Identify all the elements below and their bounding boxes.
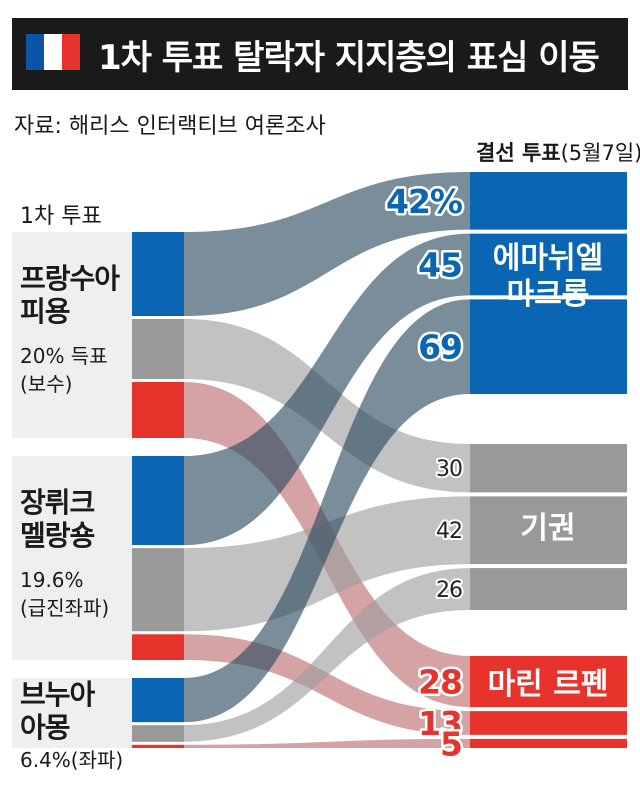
source-segment-2-1 bbox=[132, 725, 184, 742]
target-segment-1-0 bbox=[470, 233, 627, 296]
target-segment-0-0 bbox=[470, 172, 627, 230]
source-segment-2-0 bbox=[132, 678, 184, 723]
source-segments bbox=[132, 232, 184, 748]
candidate-name-line: 프랑수아 bbox=[20, 262, 120, 295]
value-label-2-1: 26 bbox=[436, 578, 462, 603]
candidate-box-melenchon bbox=[12, 456, 132, 660]
target-name-0: 마크롱 bbox=[507, 277, 590, 312]
flow-2-1 bbox=[184, 568, 470, 742]
flow-2-2 bbox=[184, 738, 470, 748]
flag-white-stripe bbox=[44, 34, 62, 70]
candidate-detail-line: (보수) bbox=[20, 372, 73, 396]
target-segment-1-1 bbox=[470, 496, 627, 565]
flow-0-0 bbox=[184, 172, 470, 316]
value-label-1-1: 42 bbox=[436, 519, 462, 544]
candidate-name-melenchon: 장뤼크 멜랑숑 bbox=[20, 486, 95, 552]
value-labels: 42% 30 28 45 42 13 69 26 5 bbox=[384, 179, 467, 766]
target-segments bbox=[470, 172, 627, 748]
candidate-box-hamon bbox=[12, 678, 132, 748]
value-label-1-0: 45 bbox=[418, 245, 462, 284]
flow-1-0 bbox=[184, 233, 470, 546]
target-name-1: 기권 bbox=[520, 511, 575, 546]
value-label-0-0: 42% bbox=[386, 182, 463, 221]
target-segment-2-1 bbox=[470, 568, 627, 610]
candidate-detail-hamon: 6.4%(좌파) bbox=[20, 746, 123, 774]
candidate-box-fillon bbox=[12, 232, 132, 438]
target-segment-2-2 bbox=[470, 738, 627, 748]
title-bar bbox=[12, 18, 628, 90]
first-round-header: 1차 투표 bbox=[20, 204, 102, 229]
value-label-2-2: 5 bbox=[440, 724, 462, 763]
candidate-name-hamon: 브누아 아몽 bbox=[20, 678, 95, 744]
source-segment-0-0 bbox=[132, 232, 184, 316]
candidate-name-line: 피용 bbox=[20, 295, 71, 328]
value-label-2-0: 69 bbox=[418, 328, 462, 367]
source-segment-1-0 bbox=[132, 456, 184, 546]
value-label-0-2: 28 bbox=[418, 663, 462, 702]
candidate-name-line: 멜랑숑 bbox=[20, 519, 95, 552]
source-note: 자료: 해리스 인터랙티브 여론조사 bbox=[14, 114, 326, 139]
source-segment-0-1 bbox=[132, 319, 184, 379]
source-segment-1-2 bbox=[132, 634, 184, 660]
flow-ribbons bbox=[184, 172, 470, 748]
candidate-detail-line: 20% 득표 bbox=[20, 344, 108, 368]
flag-blue-stripe bbox=[26, 34, 44, 70]
page-title: 1차 투표 탈락자 지지층의 표심 이동 bbox=[98, 38, 600, 78]
flag-red-stripe bbox=[62, 34, 80, 70]
candidate-name-fillon: 프랑수아 피용 bbox=[20, 262, 120, 328]
candidate-name-line: 아몽 bbox=[20, 711, 71, 744]
target-name-2: 마린 르펜 bbox=[488, 667, 609, 702]
candidate-detail-line: (급진좌파) bbox=[20, 596, 110, 620]
final-round-label: 결선 투표 bbox=[476, 141, 561, 165]
source-segment-1-1 bbox=[132, 548, 184, 632]
flow-2-0 bbox=[184, 299, 470, 723]
final-round-header: 결선 투표(5월7일) bbox=[476, 137, 640, 167]
target-segment-0-2 bbox=[470, 656, 627, 708]
candidate-detail-fillon: 20% 득표 (보수) bbox=[20, 342, 108, 398]
candidate-detail-line: 19.6% bbox=[20, 568, 84, 592]
source-segment-2-2 bbox=[132, 744, 184, 748]
final-round-date: (5월7일) bbox=[560, 141, 640, 165]
france-flag-icon bbox=[26, 34, 80, 70]
target-segment-2-0 bbox=[470, 299, 627, 394]
candidate-detail-melenchon: 19.6% (급진좌파) bbox=[20, 566, 109, 622]
value-label-0-1: 30 bbox=[436, 457, 462, 482]
flow-1-1 bbox=[184, 496, 470, 632]
value-label-1-2: 13 bbox=[418, 704, 462, 743]
source-segment-0-2 bbox=[132, 382, 184, 438]
candidate-name-line: 브누아 bbox=[20, 678, 95, 711]
candidate-name-line: 장뤼크 bbox=[20, 486, 95, 519]
target-segment-0-1 bbox=[470, 444, 627, 493]
target-segment-1-2 bbox=[470, 711, 627, 735]
candidate-detail-line: 6.4%(좌파) bbox=[20, 748, 124, 772]
target-name-0: 에마뉘엘 bbox=[493, 241, 603, 276]
